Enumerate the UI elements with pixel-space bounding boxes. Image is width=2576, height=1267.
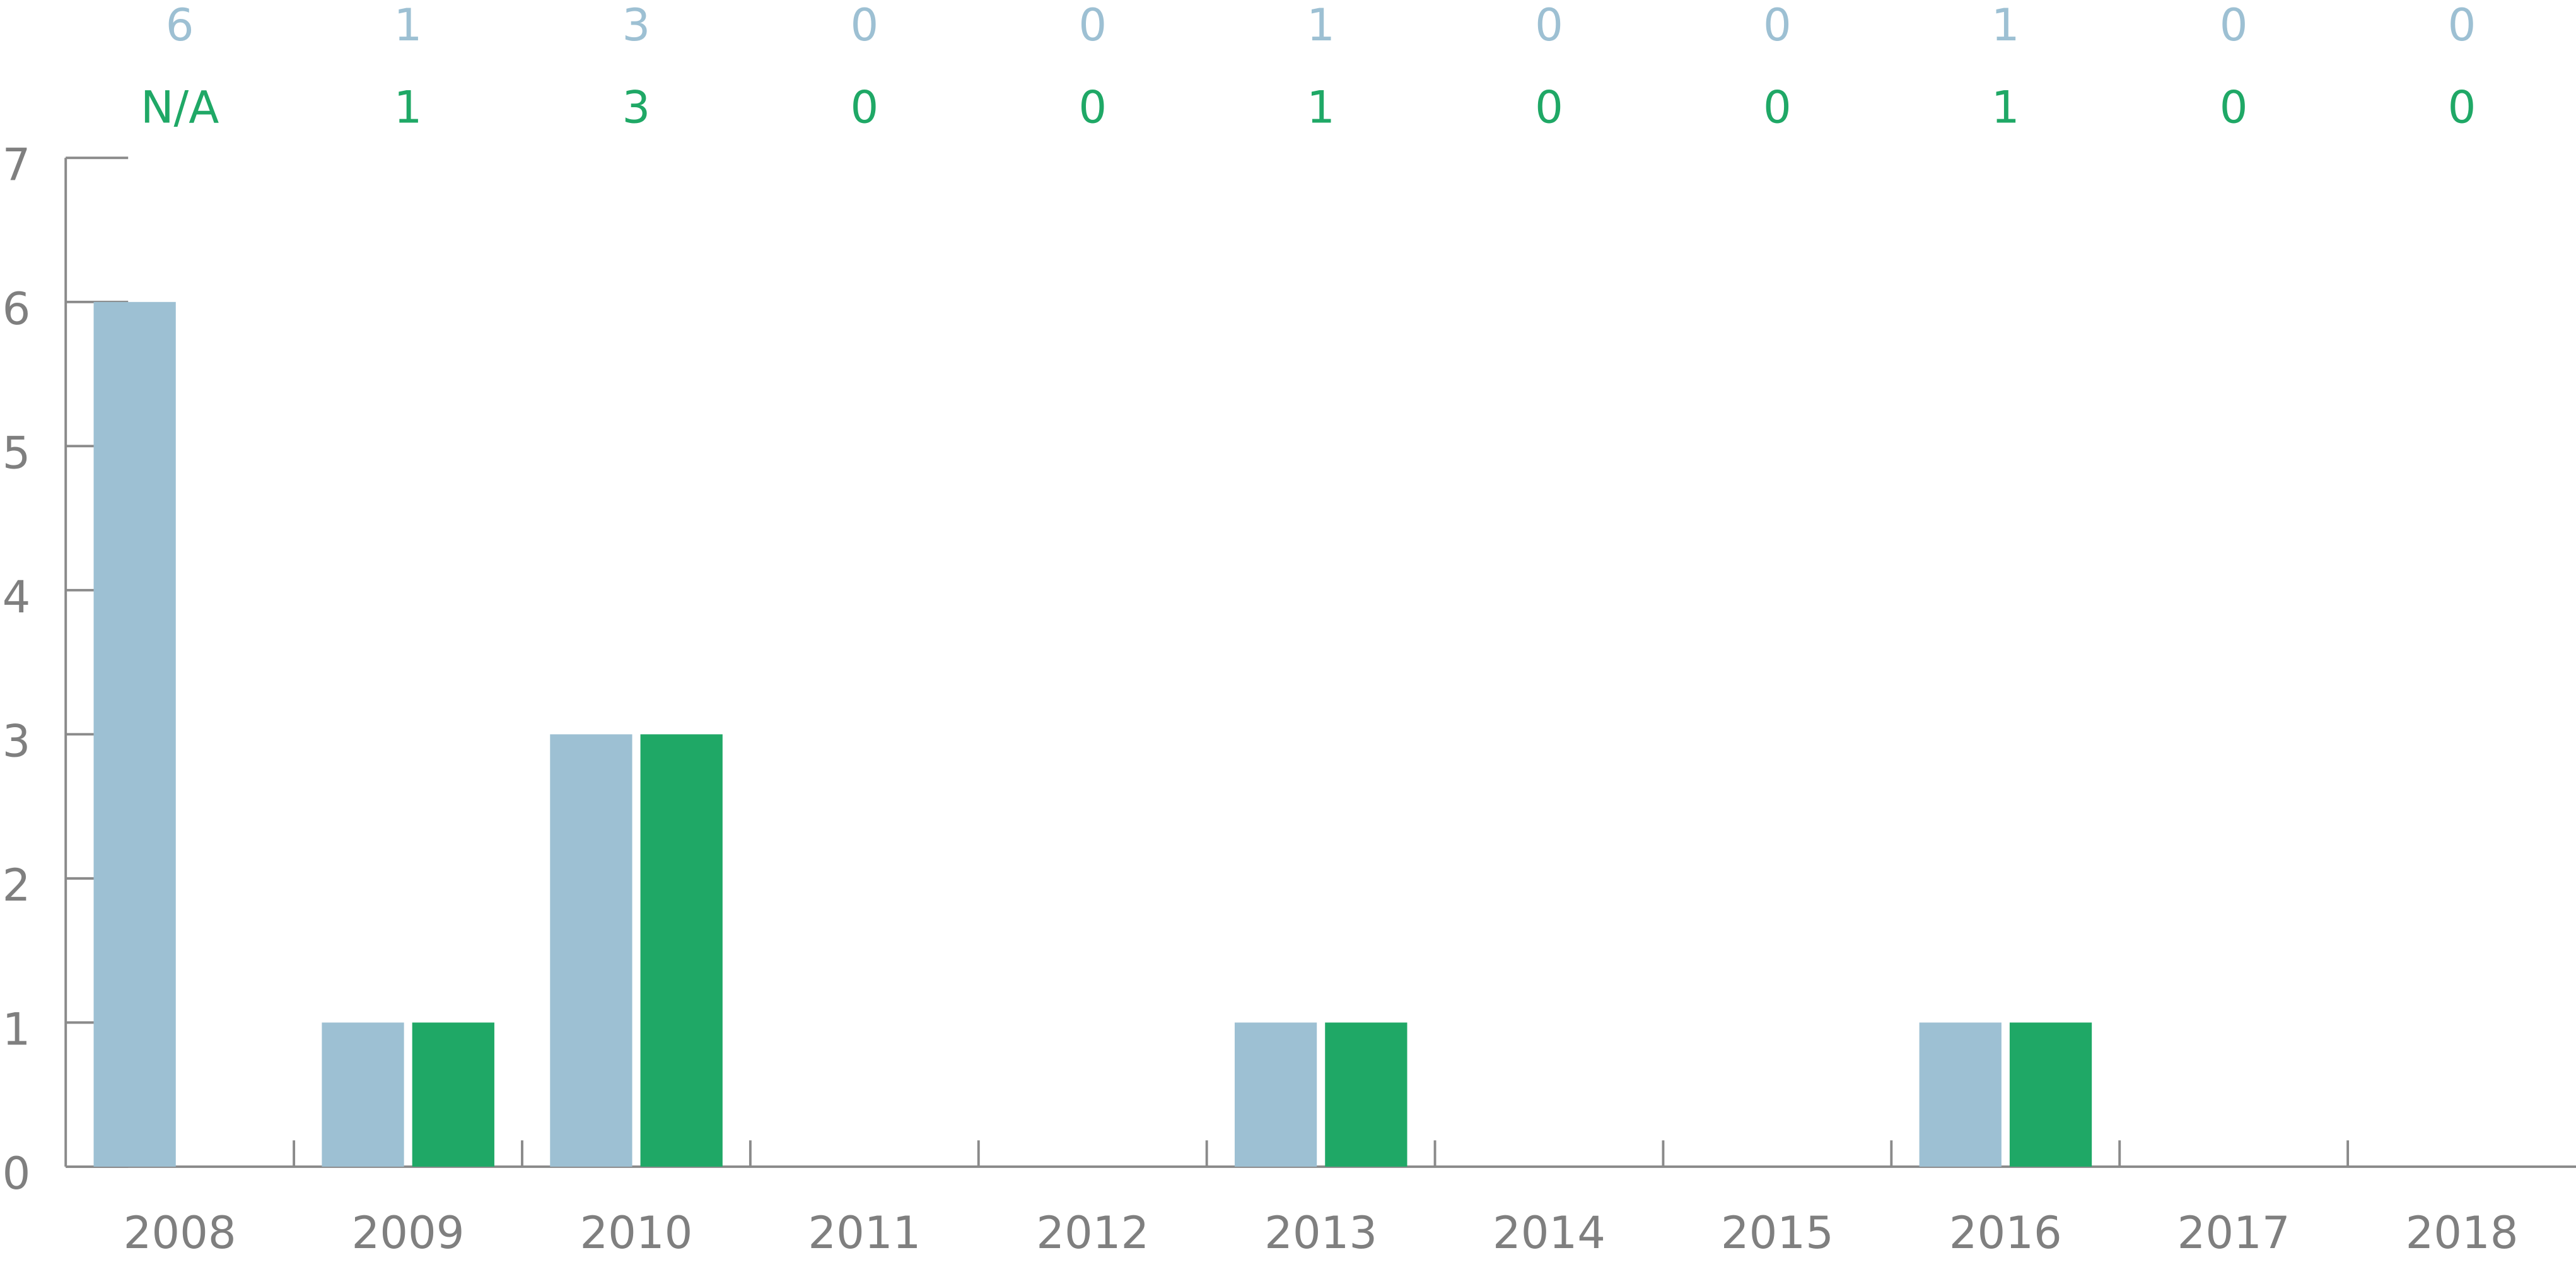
y-tick-label: 7 — [3, 139, 31, 190]
bar — [2009, 1022, 2092, 1167]
value-label: 0 — [1763, 0, 1792, 51]
value-label: 0 — [2220, 0, 2248, 51]
x-tick-label: 2014 — [1493, 1207, 1606, 1259]
value-label: 1 — [394, 81, 423, 133]
bar — [412, 1022, 494, 1167]
x-tick-label: 2018 — [2406, 1207, 2519, 1259]
x-tick-label: 2017 — [2177, 1207, 2290, 1259]
bar — [1234, 1022, 1317, 1167]
bar — [1325, 1022, 1407, 1167]
value-label: 0 — [1078, 0, 1107, 51]
y-tick-label: 0 — [3, 1148, 31, 1200]
value-label: 3 — [622, 0, 651, 51]
x-tick-label: 2013 — [1264, 1207, 1377, 1259]
x-tick-label: 2012 — [1036, 1207, 1149, 1259]
value-label: 0 — [2220, 81, 2248, 133]
bar — [93, 301, 176, 1167]
value-label: N/A — [141, 81, 219, 133]
y-tick-label: 1 — [3, 1004, 31, 1056]
x-tick-label: 2009 — [352, 1207, 465, 1259]
y-tick-label: 4 — [3, 571, 31, 623]
bar — [640, 734, 723, 1167]
value-label: 1 — [394, 0, 423, 51]
value-label: 0 — [1535, 81, 1563, 133]
y-tick-label: 3 — [3, 716, 31, 768]
value-label: 0 — [850, 0, 878, 51]
bar — [550, 734, 632, 1167]
value-label: 6 — [166, 0, 194, 51]
value-label: 0 — [2448, 81, 2476, 133]
x-tick-label: 2015 — [1721, 1207, 1834, 1259]
bar — [322, 1022, 404, 1167]
value-label: 1 — [1307, 0, 1335, 51]
x-tick-label: 2011 — [808, 1207, 921, 1259]
x-tick-label: 2016 — [1949, 1207, 2062, 1259]
bar — [1919, 1022, 2002, 1167]
y-tick-label: 2 — [3, 860, 31, 911]
value-label: 1 — [1307, 81, 1335, 133]
value-label: 0 — [1535, 0, 1563, 51]
value-label: 0 — [1763, 81, 1792, 133]
value-label: 0 — [850, 81, 878, 133]
x-tick-label: 2008 — [124, 1207, 236, 1259]
value-label: 1 — [1991, 0, 2020, 51]
value-label: 3 — [622, 81, 651, 133]
value-label: 0 — [1078, 81, 1107, 133]
x-tick-label: 2010 — [580, 1207, 692, 1259]
value-label: 1 — [1991, 81, 2020, 133]
value-label: 0 — [2448, 0, 2476, 51]
y-tick-label: 5 — [3, 427, 31, 479]
y-tick-label: 6 — [3, 283, 31, 335]
